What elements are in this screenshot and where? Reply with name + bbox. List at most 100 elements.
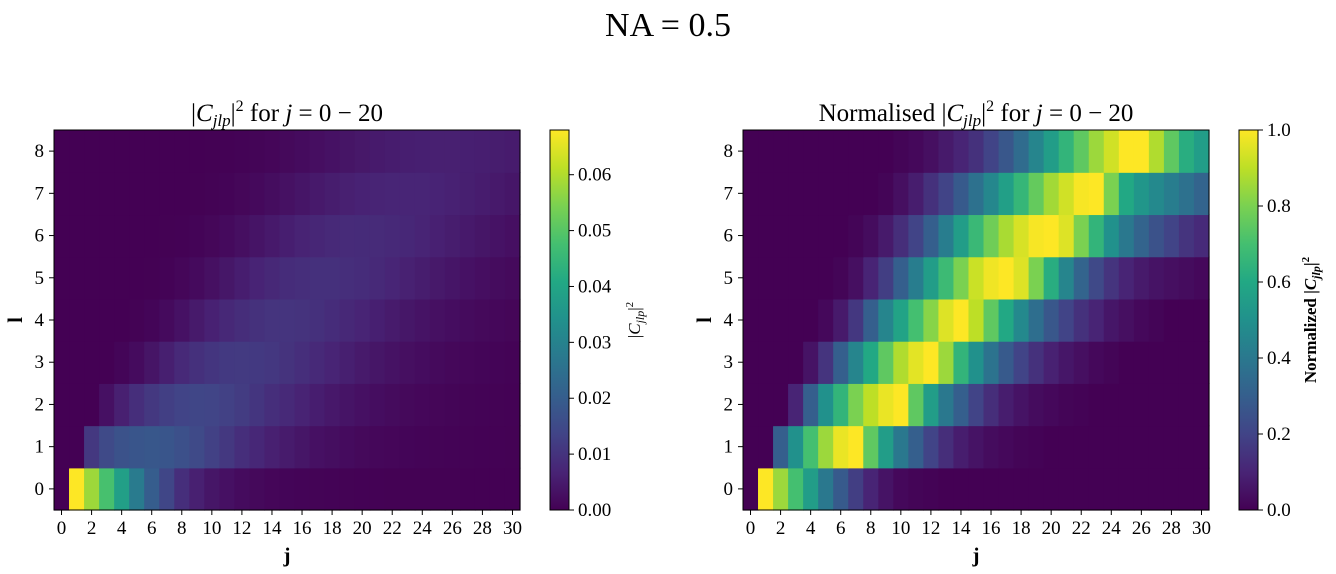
heat-cell [1073,214,1090,258]
heat-cell [54,383,70,427]
heat-cell [758,341,774,384]
heat-cell [743,130,759,173]
heat-cell [339,383,356,427]
heat-cell [189,341,205,384]
heat-cell [294,341,311,384]
heat-cell [1103,298,1120,342]
heat-cell [1193,467,1210,511]
heat-cell [234,467,251,511]
heat-cell [414,425,431,469]
heat-cell [848,425,864,469]
y-tick-label: 0 [35,479,45,500]
heat-cell [1103,467,1120,511]
heat-cell [1013,256,1030,300]
colorbar-ticks-right: 0.0 0.2 0.4 0.6 0.8 1.0 [1258,120,1291,521]
heat-cell [384,383,401,427]
heat-cell [69,214,85,258]
heat-cell [189,298,205,342]
heat-cell [773,298,789,342]
heat-cell [863,467,879,511]
x-ticks-right: 0 2 4 6 8 10 12 14 16 18 20 22 24 26 28 30 [746,510,1211,539]
x-tick-label: 10 [891,518,910,539]
heat-cell [69,298,85,342]
heat-cell [69,425,85,469]
heat-cell [189,214,205,258]
heat-cell [923,425,940,469]
heat-cell [788,467,804,511]
heat-cell [294,298,311,342]
heat-cell [1118,467,1135,511]
heat-cell [399,298,416,342]
heat-cell [504,425,521,469]
heat-cell [459,130,476,173]
x-axis-label-left: j [283,543,291,567]
heat-cell [264,298,281,342]
heat-cell [234,341,251,384]
heat-cell [399,467,416,511]
heat-cell [848,256,864,300]
x-tick-label: 8 [177,518,187,539]
heat-cell [788,172,804,216]
heat-cell [1193,425,1210,469]
heat-cell [1178,341,1195,384]
y-tick-label: 3 [35,352,45,373]
heat-cell [1148,467,1165,511]
heat-cell [833,214,849,258]
heat-cell [863,341,879,384]
heat-cell [99,298,115,342]
heat-cell [234,425,251,469]
heat-cell [803,256,819,300]
heat-cell [369,214,386,258]
y-tick-label: 4 [35,310,45,331]
heat-cell [189,425,205,469]
heat-cell [384,256,401,300]
heat-cell [414,130,431,173]
colorbar-tick-label: 0.00 [578,500,611,521]
heat-cell [69,467,85,511]
heat-cell [1088,467,1105,511]
heat-cell [279,467,296,511]
heat-cell [504,383,521,427]
heat-cell [923,172,940,216]
heat-cell [998,214,1015,258]
colorbar-label-left: |Cjlp|2 [624,302,647,338]
heat-cell [788,425,804,469]
heat-cell [833,130,849,173]
heat-cell [1148,298,1165,342]
heat-cell [938,341,955,384]
heat-cell [878,467,894,511]
colorbar-tick-label: 0.02 [578,388,611,409]
heat-cell [953,214,970,258]
heat-cell [1118,214,1135,258]
heat-cell [923,298,940,342]
heat-cell [324,425,341,469]
heat-cell [204,214,220,258]
heat-cell [1013,214,1030,258]
heat-cell [1103,383,1120,427]
heat-cell [99,130,115,173]
heat-cell [339,467,356,511]
heat-cell [1178,467,1195,511]
heat-cell [354,425,371,469]
heat-cell [848,341,864,384]
heat-cell [84,383,100,427]
heat-cell [758,425,774,469]
heat-cell [249,425,266,469]
y-ticks-left: 0 1 2 3 4 5 6 7 8 [35,141,54,500]
heat-cell [129,256,145,300]
heat-cell [968,383,985,427]
x-tick-label: 28 [1162,518,1181,539]
heat-cell [938,256,955,300]
heat-cell [1148,256,1165,300]
heat-cell [489,256,506,300]
heat-cell [324,130,341,173]
y-tick-label: 6 [724,226,734,247]
heat-cell [893,383,909,427]
heat-cell [983,383,1000,427]
heat-cell [743,341,759,384]
heat-cell [159,298,175,342]
heat-cell [1118,172,1135,216]
heat-cell [159,425,175,469]
